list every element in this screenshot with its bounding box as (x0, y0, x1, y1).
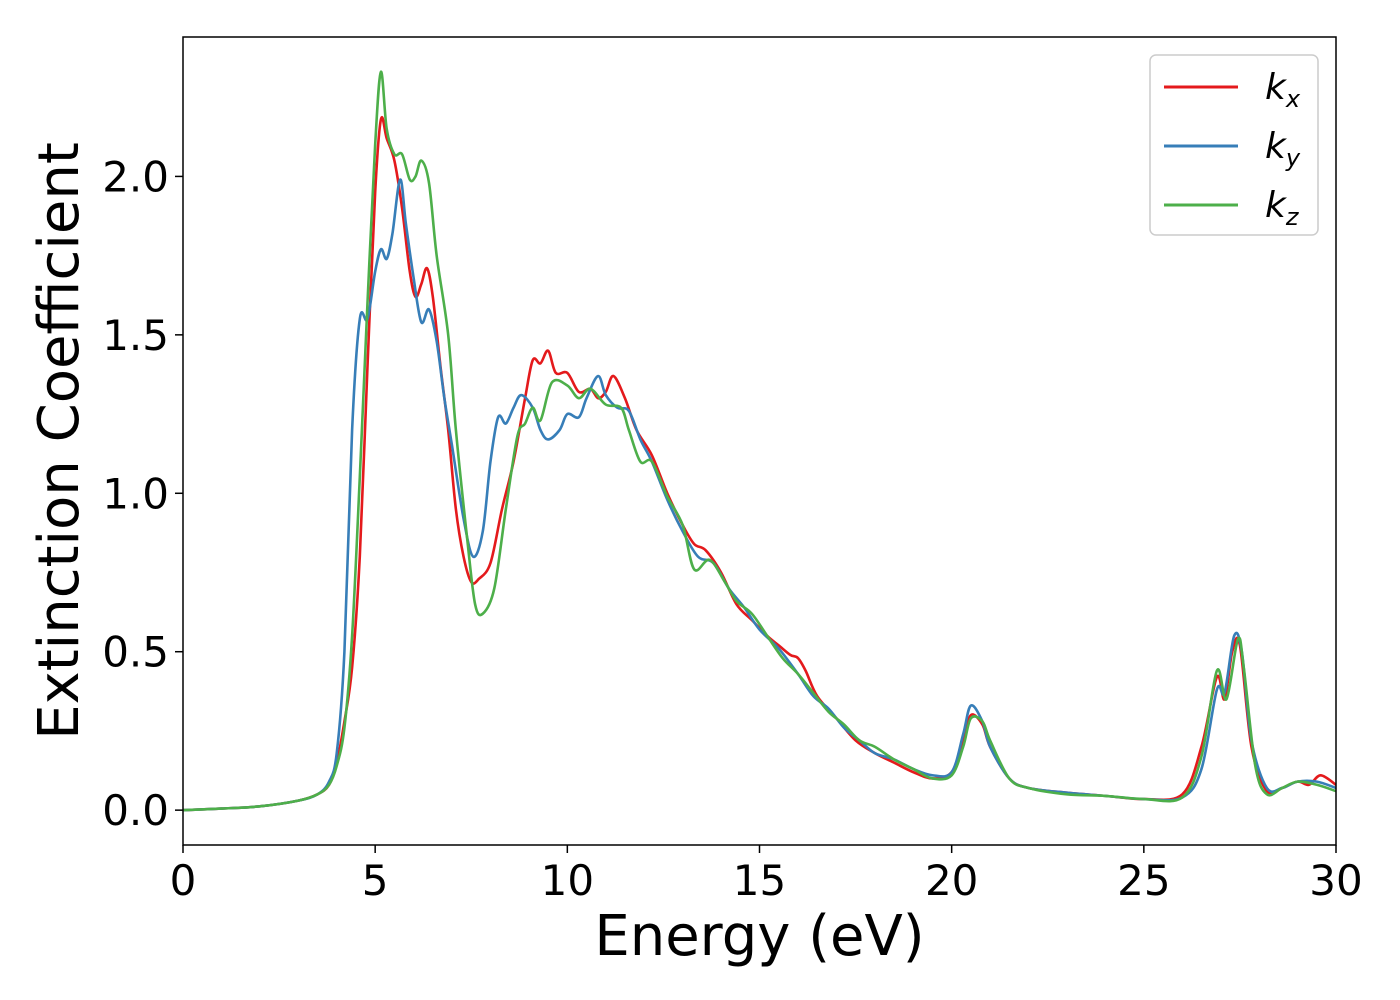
legend-label-main: k (1265, 126, 1288, 167)
y-tick-label: 0.5 (102, 628, 169, 677)
x-tick-label: 10 (541, 856, 594, 905)
x-tick-label: 20 (925, 856, 978, 905)
legend-label-kz: kz (1265, 185, 1300, 231)
legend-label-subscript: z (1285, 203, 1300, 231)
legend-label-subscript: y (1285, 144, 1301, 172)
legend-label-ky: ky (1265, 126, 1301, 172)
x-tick-label: 25 (1117, 856, 1170, 905)
legend-label-kx: kx (1265, 67, 1301, 113)
y-tick-label: 0.0 (102, 786, 169, 835)
series-line-kz (182, 70, 1337, 812)
series-line-ky (182, 178, 1337, 812)
legend-label-subscript: x (1285, 85, 1301, 113)
legend-label-main: k (1265, 67, 1288, 108)
series-layer (182, 70, 1337, 812)
x-tick-label: 0 (170, 856, 197, 905)
x-tick-label: 5 (362, 856, 389, 905)
legend-label-main: k (1265, 185, 1288, 226)
x-axis-title: Energy (eV) (594, 904, 924, 969)
ticks-layer: 0 5 10 15 20 25 30 0.0 0.5 1.0 1.5 2.0 (102, 152, 1363, 905)
y-tick-label: 1.5 (102, 311, 169, 360)
y-tick-label: 2.0 (102, 152, 169, 201)
x-tick-label: 15 (733, 856, 786, 905)
y-tick-label: 1.0 (102, 469, 169, 518)
y-axis-title: Extinction Coefficient (27, 142, 92, 740)
x-tick-label: 30 (1309, 856, 1362, 905)
